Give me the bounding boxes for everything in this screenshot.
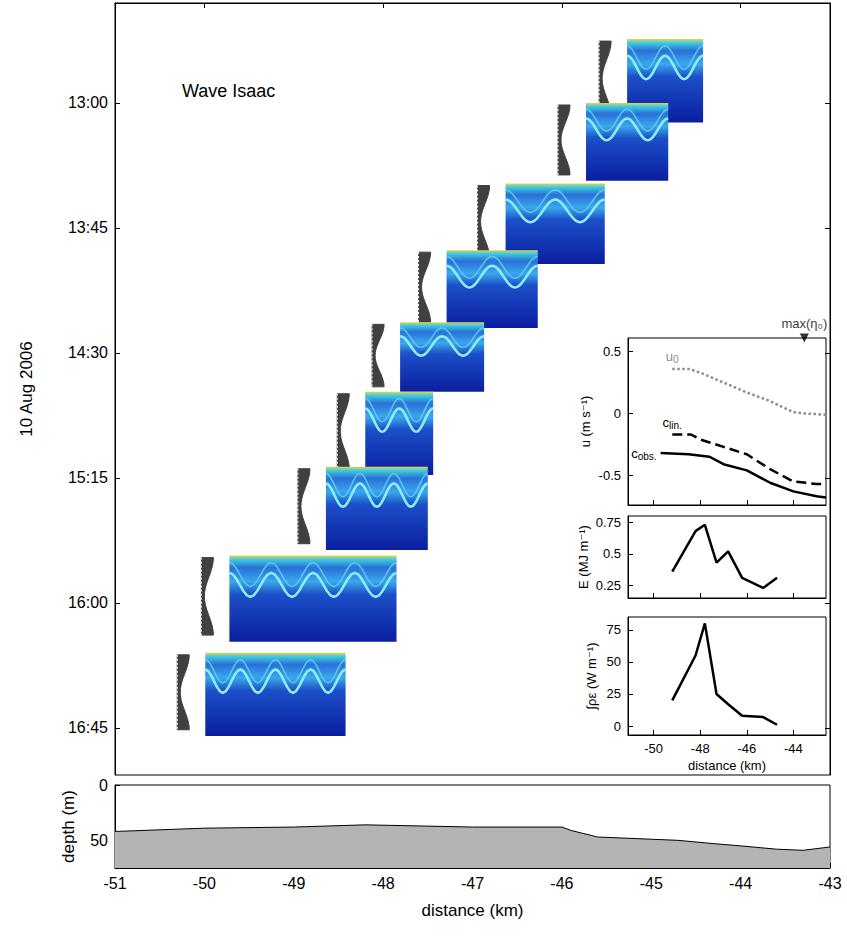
svg-text:0.5: 0.5 [603,546,621,561]
svg-text:75: 75 [607,622,621,637]
svg-text:0.5: 0.5 [603,344,621,359]
svg-text:0.75: 0.75 [596,515,621,530]
svg-text:depth (m): depth (m) [59,790,78,863]
svg-text:distance (km): distance (km) [688,758,766,773]
svg-text:-50: -50 [193,875,216,892]
svg-text:∫ρε (W m⁻¹): ∫ρε (W m⁻¹) [584,643,599,711]
svg-text:0: 0 [99,777,108,794]
svg-text:16:45: 16:45 [68,719,108,736]
svg-text:c: c [631,446,638,461]
svg-text:-49: -49 [282,875,305,892]
svg-text:0: 0 [614,406,621,421]
svg-text:25: 25 [607,686,621,701]
svg-text:-51: -51 [103,875,126,892]
svg-text:obs.: obs. [638,451,657,462]
svg-text:13:45: 13:45 [68,219,108,236]
svg-text:lin.: lin. [669,420,682,431]
svg-text:16:00: 16:00 [68,594,108,611]
svg-text:50: 50 [90,832,108,849]
svg-text:max(η₀): max(η₀) [781,316,827,331]
svg-text:E (MJ m⁻¹): E (MJ m⁻¹) [576,525,591,589]
svg-text:0: 0 [614,719,621,734]
svg-text:-43: -43 [818,875,841,892]
svg-text:13:00: 13:00 [68,94,108,111]
svg-text:-46: -46 [737,741,756,756]
svg-text:-44: -44 [729,875,752,892]
svg-text:c: c [662,415,670,430]
svg-text:50: 50 [607,654,621,669]
svg-text:0: 0 [673,354,679,365]
svg-text:-48: -48 [372,875,395,892]
svg-text:-48: -48 [691,741,710,756]
svg-text:0.25: 0.25 [596,578,621,593]
svg-text:-50: -50 [644,741,663,756]
svg-text:u (m s⁻¹): u (m s⁻¹) [578,396,593,448]
svg-text:-46: -46 [550,875,573,892]
svg-text:u: u [666,349,673,364]
svg-text:-47: -47 [461,875,484,892]
svg-text:15:15: 15:15 [68,469,108,486]
svg-text:-0.5: -0.5 [599,468,621,483]
svg-text:Wave Isaac: Wave Isaac [182,81,275,101]
svg-text:14:30: 14:30 [68,344,108,361]
svg-text:distance (km): distance (km) [421,901,523,920]
svg-text:-45: -45 [640,875,663,892]
svg-text:-44: -44 [784,741,803,756]
svg-text:10 Aug 2006: 10 Aug 2006 [17,341,36,436]
